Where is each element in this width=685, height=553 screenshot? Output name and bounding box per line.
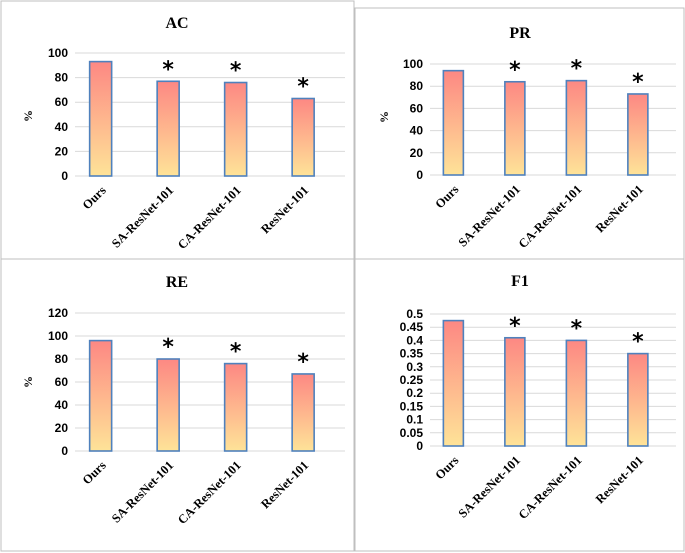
y-tick-label: 0.5 bbox=[406, 307, 423, 321]
chart-title: PR bbox=[509, 25, 531, 42]
x-tick-label: CA-ResNet-101 bbox=[516, 182, 585, 251]
y-tick-label: 80 bbox=[55, 352, 69, 366]
y-axis-label: % bbox=[21, 110, 35, 122]
y-axis-label: % bbox=[377, 111, 391, 123]
x-tick-label: Ours bbox=[80, 183, 109, 212]
y-tick-label: 60 bbox=[55, 375, 69, 389]
bar-resnet-101 bbox=[627, 352, 649, 447]
y-tick-label: 20 bbox=[55, 144, 69, 158]
x-tick-label: Ours bbox=[432, 182, 461, 211]
significance-marker: * bbox=[632, 70, 644, 95]
y-tick-label: 100 bbox=[48, 46, 68, 60]
x-tick-label: CA-ResNet-101 bbox=[175, 183, 244, 252]
bar-resnet-101 bbox=[291, 373, 315, 452]
y-tick-label: 0.35 bbox=[400, 347, 424, 361]
y-tick-label: 0.15 bbox=[400, 399, 424, 413]
bar-resnet-101 bbox=[291, 97, 315, 177]
y-tick-label: 0.4 bbox=[406, 333, 423, 347]
significance-marker: * bbox=[230, 340, 242, 365]
bar-resnet-101 bbox=[627, 93, 649, 176]
significance-marker: * bbox=[509, 314, 521, 339]
chart-panel-re: RE % 0 20 40 60 80 100 120 Ours * SA-ResNet-101 * C… bbox=[0, 258, 355, 552]
panel-frame bbox=[0, 258, 355, 552]
chart-title: AC bbox=[165, 15, 188, 32]
y-tick-label: 20 bbox=[410, 146, 424, 160]
y-tick-label: 0.05 bbox=[400, 426, 424, 440]
bar-ca-resnet-101 bbox=[223, 81, 248, 177]
y-tick-label: 100 bbox=[403, 57, 423, 71]
y-tick-label: 0 bbox=[416, 439, 423, 453]
y-tick-label: 0.45 bbox=[400, 320, 424, 334]
y-tick-label: 60 bbox=[410, 101, 424, 115]
bar-ours bbox=[442, 69, 465, 176]
x-tick-label: ResNet-101 bbox=[593, 182, 646, 235]
chart-panel-ac: AC % 0 20 40 60 80 100 Ours * SA-ResNet-101 * CA-R… bbox=[0, 0, 355, 260]
bar-ours bbox=[442, 319, 465, 447]
x-tick-label: SA-ResNet-101 bbox=[456, 453, 523, 520]
y-tick-label: 0 bbox=[416, 168, 423, 182]
y-tick-label: 60 bbox=[55, 95, 69, 109]
chart-title: F1 bbox=[511, 273, 529, 290]
x-tick-label: SA-ResNet-101 bbox=[109, 458, 176, 525]
bar-sa-resnet-101 bbox=[156, 358, 180, 452]
bar-ours bbox=[88, 339, 113, 452]
bar-sa-resnet-101 bbox=[156, 80, 180, 177]
y-tick-label: 100 bbox=[48, 329, 68, 343]
significance-marker: * bbox=[162, 57, 174, 82]
chart-panel-f1: F1 00.050.10.150.20.250.30.350.40.450.5 O… bbox=[354, 258, 685, 552]
significance-marker: * bbox=[297, 350, 309, 375]
y-tick-label: 120 bbox=[48, 306, 68, 320]
y-tick-label: 20 bbox=[55, 421, 69, 435]
y-tick-label: 0.1 bbox=[406, 413, 423, 427]
significance-marker: * bbox=[230, 59, 242, 84]
significance-marker: * bbox=[162, 335, 174, 360]
y-tick-label: 80 bbox=[410, 79, 424, 93]
chart-panel-pr: PR % 0 20 40 60 80 100 Ours * SA-ResNet-101 * CA-R… bbox=[354, 7, 685, 260]
y-tick-label: 0 bbox=[61, 169, 68, 183]
bar-ours bbox=[88, 60, 113, 177]
y-tick-label: 0 bbox=[61, 444, 68, 458]
y-tick-label: 40 bbox=[55, 120, 69, 134]
significance-marker: * bbox=[509, 58, 521, 83]
bar-ca-resnet-101 bbox=[565, 339, 588, 447]
x-tick-label: SA-ResNet-101 bbox=[109, 183, 176, 250]
bar-ca-resnet-101 bbox=[565, 79, 588, 176]
x-tick-label: Ours bbox=[432, 453, 461, 482]
significance-marker: * bbox=[571, 57, 583, 82]
y-tick-label: 0.2 bbox=[406, 386, 423, 400]
panel-frame bbox=[354, 258, 685, 552]
significance-marker: * bbox=[632, 330, 644, 355]
y-tick-label: 40 bbox=[410, 124, 424, 138]
x-tick-label: Ours bbox=[80, 458, 109, 487]
y-tick-label: 0.25 bbox=[400, 373, 424, 387]
x-tick-label: SA-ResNet-101 bbox=[456, 182, 523, 249]
bar-ca-resnet-101 bbox=[223, 362, 248, 452]
x-tick-label: ResNet-101 bbox=[258, 183, 311, 236]
y-tick-label: 40 bbox=[55, 398, 69, 412]
x-tick-label: ResNet-101 bbox=[593, 453, 646, 506]
chart-title: RE bbox=[166, 274, 188, 291]
y-tick-label: 0.3 bbox=[406, 360, 423, 374]
y-axis-label: % bbox=[21, 376, 35, 388]
x-tick-label: ResNet-101 bbox=[258, 458, 311, 511]
x-tick-label: CA-ResNet-101 bbox=[175, 458, 244, 527]
bar-sa-resnet-101 bbox=[504, 80, 526, 176]
y-tick-label: 80 bbox=[55, 71, 69, 85]
significance-marker: * bbox=[571, 316, 583, 341]
significance-marker: * bbox=[297, 75, 309, 100]
bar-sa-resnet-101 bbox=[504, 336, 526, 447]
x-tick-label: CA-ResNet-101 bbox=[516, 453, 585, 522]
